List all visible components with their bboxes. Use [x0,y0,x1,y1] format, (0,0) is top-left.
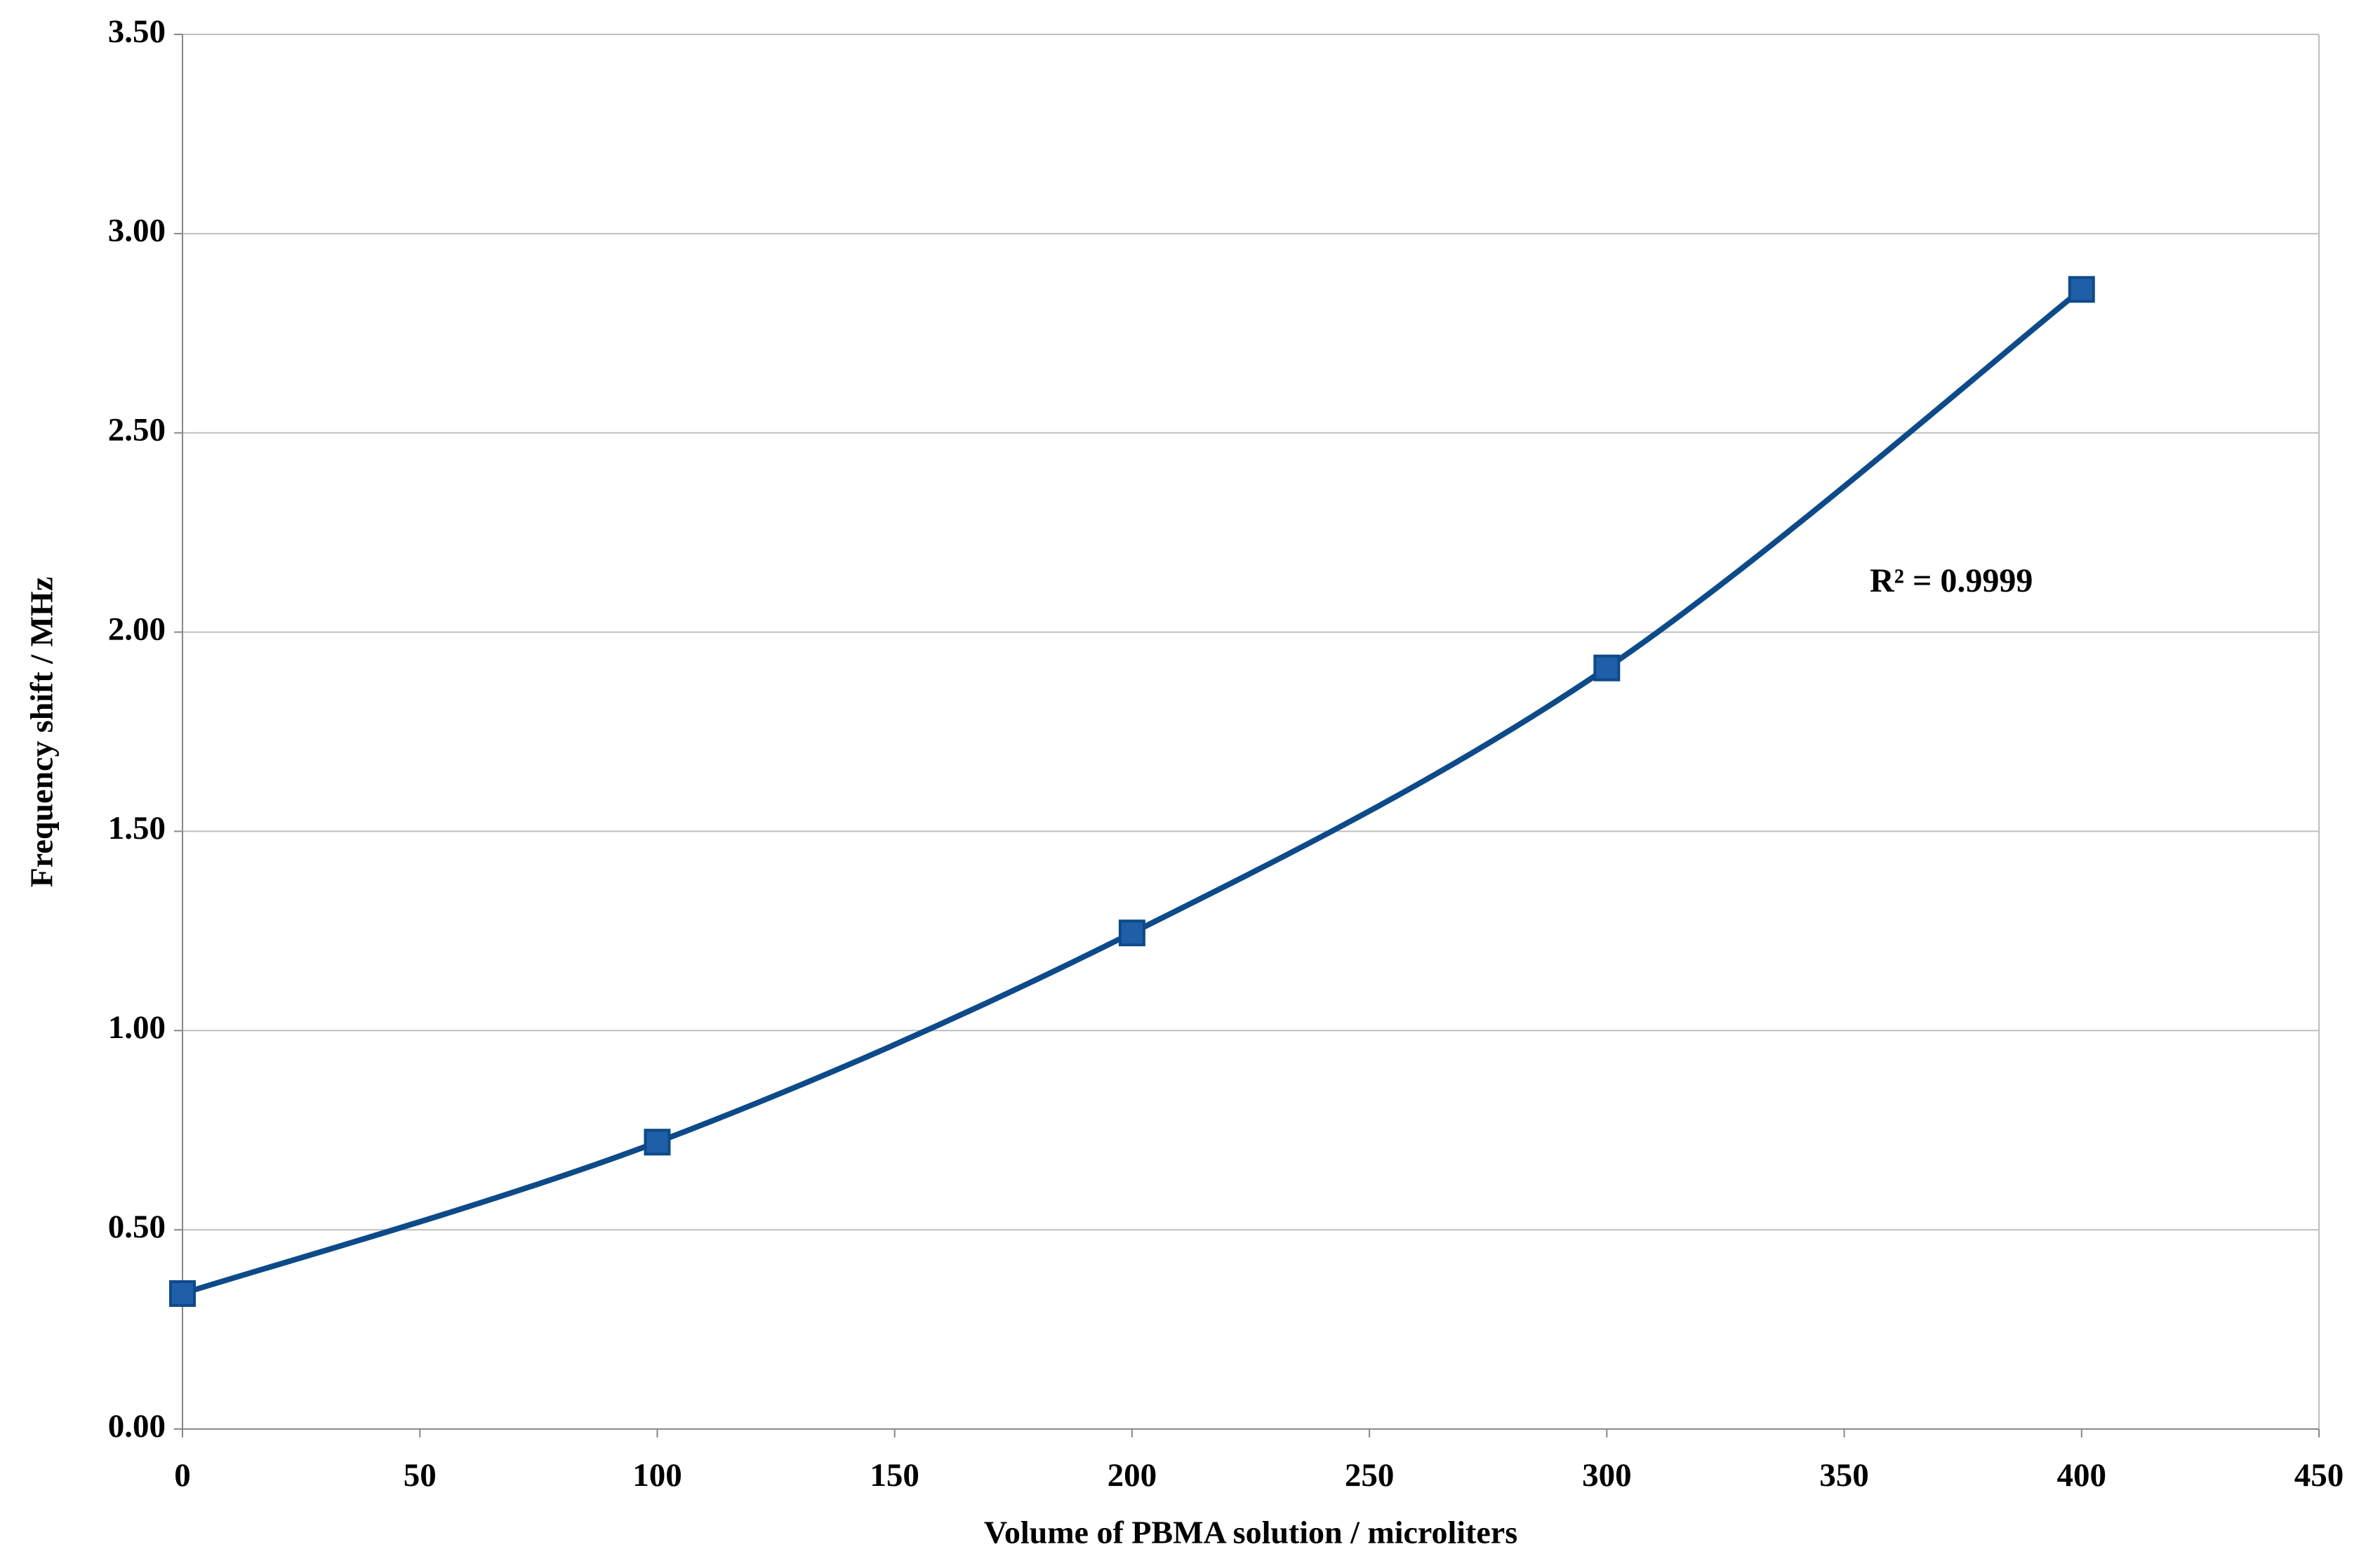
x-tick-label: 250 [1345,1457,1395,1494]
marker [1118,919,1145,947]
marker [169,1280,196,1307]
x-tick-label: 0 [174,1457,191,1494]
x-tick-label: 300 [1582,1457,1632,1494]
x-tick-label: 200 [1108,1457,1157,1494]
annotation: R² = 0.9999 [1870,562,2033,599]
y-tick-label: 1.00 [108,1009,166,1046]
marker [1593,654,1621,682]
x-axis-title: Volume of PBMA solution / microliters [984,1515,1517,1550]
x-tick-label: 450 [2294,1457,2344,1494]
x-tick-label: 50 [404,1457,437,1494]
x-tick-label: 150 [870,1457,919,1494]
x-tick-label: 350 [1819,1457,1869,1494]
y-axis-title: Frequency shift / MHz [24,577,60,887]
y-tick-label: 1.50 [108,810,166,846]
x-tick-label: 100 [632,1457,682,1494]
y-tick-label: 3.50 [108,13,166,50]
marker [2068,276,2095,303]
y-tick-label: 2.00 [108,611,166,647]
y-tick-label: 0.50 [108,1209,166,1245]
x-tick-label: 400 [2057,1457,2107,1494]
marker [644,1129,671,1156]
y-tick-label: 2.50 [108,411,166,448]
y-tick-label: 3.00 [108,213,166,249]
y-tick-label: 0.00 [108,1408,166,1444]
data-line [181,287,2084,1296]
